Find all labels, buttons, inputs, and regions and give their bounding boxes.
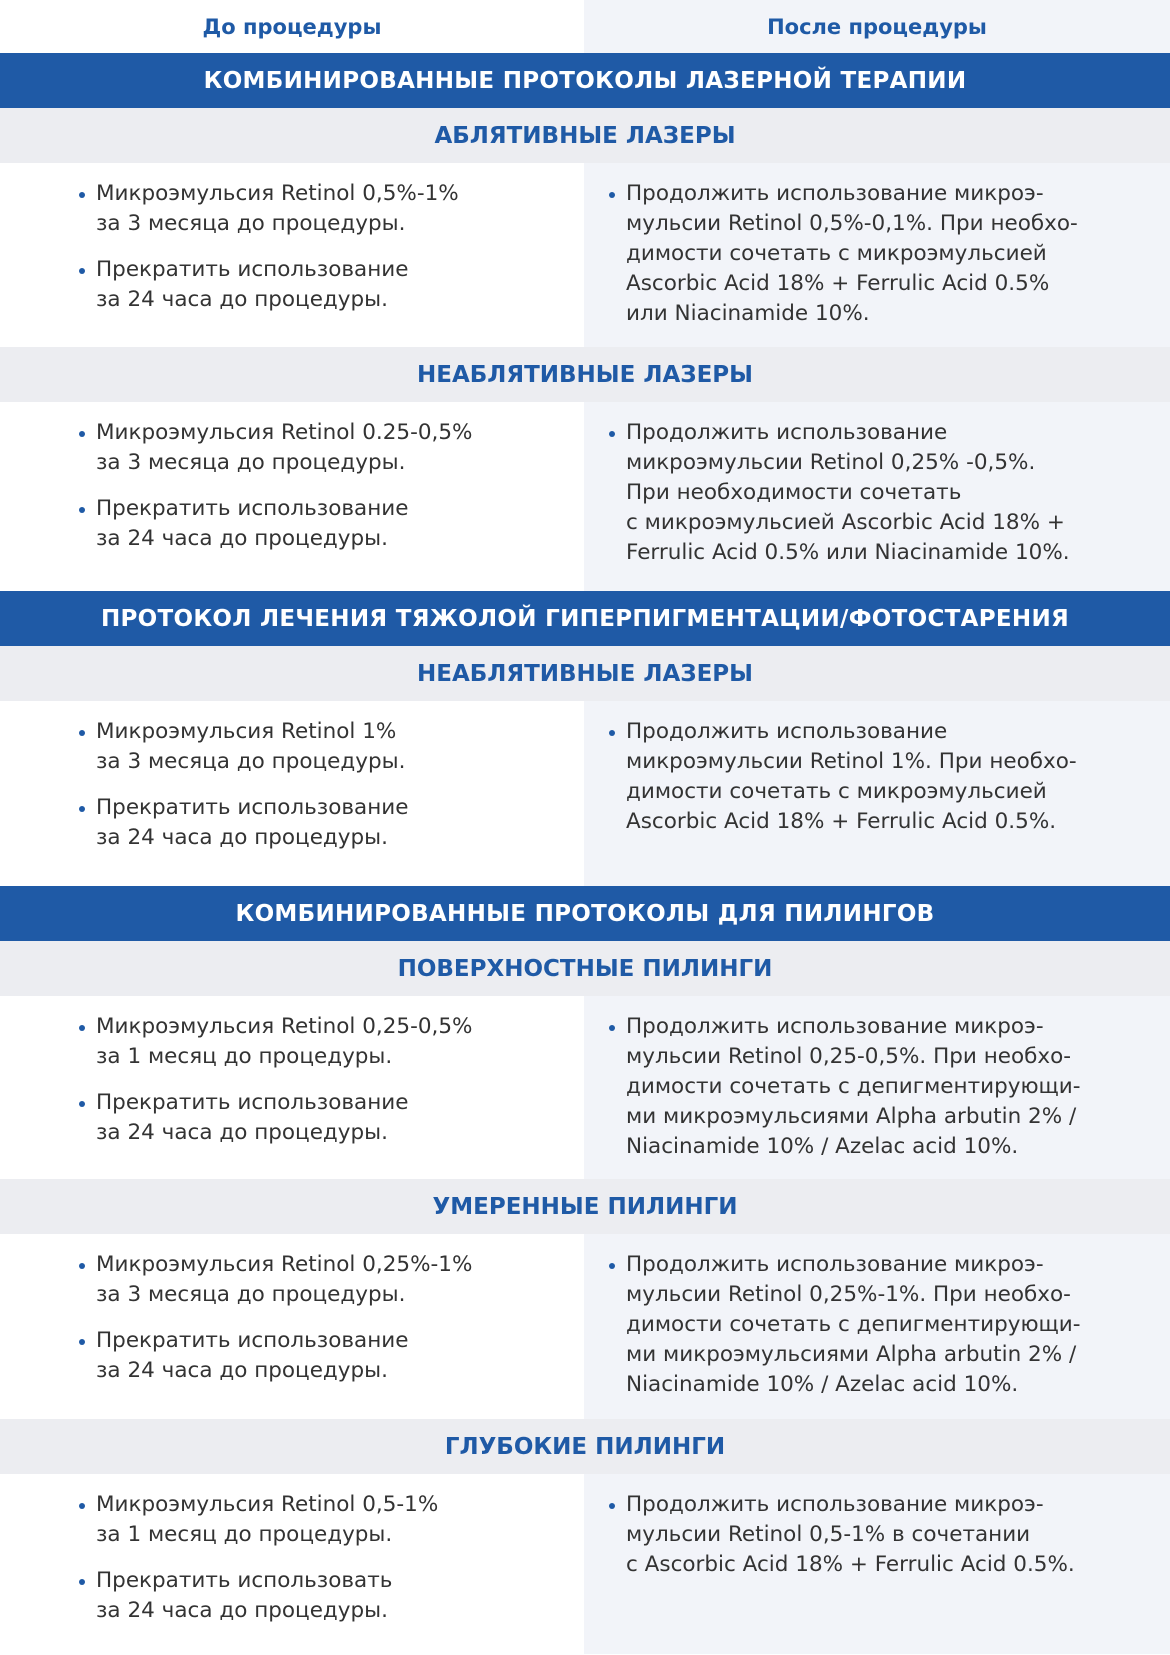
list-item-text: Прекратить использование за 24 часа до п… (96, 1090, 409, 1145)
after-procedure-list: Продолжить использование микроэ- мульсии… (584, 996, 1170, 1179)
list-item: Микроэмульсия Retinol 1% за 3 месяца до … (79, 717, 584, 777)
list-item-text: Прекратить использование за 24 часа до п… (96, 795, 409, 850)
protocol-row: Микроэмульсия Retinol 1% за 3 месяца до … (0, 701, 1170, 886)
list-item: Продолжить использование микроэ- мульсии… (609, 179, 1170, 329)
list-item-text: Микроэмульсия Retinol 1% за 3 месяца до … (96, 719, 406, 774)
list-item: Микроэмульсия Retinol 0,5-1% за 1 месяц … (79, 1490, 584, 1550)
bullet-icon (79, 1579, 85, 1585)
protocol-row: Микроэмульсия Retinol 0,5%-1% за 3 месяц… (0, 163, 1170, 347)
bullet-icon (79, 431, 85, 437)
bullet-icon (79, 730, 85, 736)
column-header-after: После процедуры (767, 14, 987, 39)
list-item: Прекратить использование за 24 часа до п… (79, 255, 584, 315)
after-column-background (584, 0, 1170, 1654)
list-item: Продолжить использование микроэмульсии R… (609, 717, 1170, 837)
list-item-text: Продолжить использование микроэ- мульсии… (626, 181, 1078, 326)
after-procedure-list: Продолжить использование микроэ- мульсии… (584, 163, 1170, 347)
protocol-row: Микроэмульсия Retinol 0,5-1% за 1 месяц … (0, 1474, 1170, 1655)
list-item-text: Микроэмульсия Retinol 0,5-1% за 1 месяц … (96, 1492, 439, 1547)
subsection-title: АБЛЯТИВНЫЕ ЛАЗЕРЫ (0, 108, 1170, 163)
list-item: Продолжить использование микроэмульсии R… (609, 418, 1170, 568)
subsection-title: НЕАБЛЯТИВНЫЕ ЛАЗЕРЫ (0, 347, 1170, 402)
list-item: Продолжить использование микроэ- мульсии… (609, 1490, 1170, 1580)
bullet-icon (79, 507, 85, 513)
column-header-before: До процедуры (202, 14, 382, 39)
list-item-text: Продолжить использование микроэ- мульсии… (626, 1492, 1075, 1577)
list-item-text: Продолжить использование микроэмульсии R… (626, 719, 1077, 834)
after-procedure-list: Продолжить использование микроэ- мульсии… (584, 1474, 1170, 1655)
list-item: Продолжить использование микроэ- мульсии… (609, 1250, 1170, 1400)
list-item: Прекратить использование за 24 часа до п… (79, 793, 584, 853)
bullet-icon (79, 806, 85, 812)
before-procedure-list: Микроэмульсия Retinol 0,5-1% за 1 месяц … (0, 1474, 584, 1655)
subsection-title: НЕАБЛЯТИВНЫЕ ЛАЗЕРЫ (0, 646, 1170, 701)
bullet-icon (79, 1339, 85, 1345)
list-item: Прекратить использование за 24 часа до п… (79, 1088, 584, 1148)
bullet-icon (609, 1503, 615, 1509)
section-title-band: КОМБИНИРОВАННЫЕ ПРОТОКОЛЫ ЛАЗЕРНОЙ ТЕРАП… (0, 53, 1170, 108)
list-item-text: Продолжить использование микроэ- мульсии… (626, 1252, 1081, 1397)
before-procedure-list: Микроэмульсия Retinol 0,5%-1% за 3 месяц… (0, 163, 584, 347)
subsection-title: УМЕРЕННЫЕ ПИЛИНГИ (0, 1179, 1170, 1234)
list-item-text: Прекратить использовать за 24 часа до пр… (96, 1568, 393, 1623)
list-item-text: Продолжить использование микроэ- мульсии… (626, 1014, 1081, 1159)
bullet-icon (609, 1263, 615, 1269)
list-item: Прекратить использовать за 24 часа до пр… (79, 1566, 584, 1626)
list-item: Микроэмульсия Retinol 0,5%-1% за 3 месяц… (79, 179, 584, 239)
section-title-band: ПРОТОКОЛ ЛЕЧЕНИЯ ТЯЖОЛОЙ ГИПЕРПИГМЕНТАЦИ… (0, 591, 1170, 646)
before-procedure-list: Микроэмульсия Retinol 1% за 3 месяца до … (0, 701, 584, 886)
bullet-icon (609, 730, 615, 736)
after-procedure-list: Продолжить использование микроэмульсии R… (584, 402, 1170, 591)
subsection-title: ГЛУБОКИЕ ПИЛИНГИ (0, 1419, 1170, 1474)
bullet-icon (609, 1025, 615, 1031)
bullet-icon (79, 1503, 85, 1509)
before-procedure-list: Микроэмульсия Retinol 0.25-0,5% за 3 мес… (0, 402, 584, 591)
list-item-text: Прекратить использование за 24 часа до п… (96, 257, 409, 312)
bullet-icon (79, 1263, 85, 1269)
after-procedure-list: Продолжить использование микроэмульсии R… (584, 701, 1170, 886)
list-item: Микроэмульсия Retinol 0.25-0,5% за 3 мес… (79, 418, 584, 478)
list-item: Прекратить использование за 24 часа до п… (79, 494, 584, 554)
before-procedure-list: Микроэмульсия Retinol 0,25-0,5% за 1 мес… (0, 996, 584, 1179)
list-item-text: Микроэмульсия Retinol 0.25-0,5% за 3 мес… (96, 420, 473, 475)
list-item: Микроэмульсия Retinol 0,25%-1% за 3 меся… (79, 1250, 584, 1310)
list-item: Микроэмульсия Retinol 0,25-0,5% за 1 мес… (79, 1012, 584, 1072)
bullet-icon (79, 1025, 85, 1031)
list-item: Продолжить использование микроэ- мульсии… (609, 1012, 1170, 1162)
bullet-icon (79, 192, 85, 198)
section-title-band: КОМБИНИРОВАННЫЕ ПРОТОКОЛЫ ДЛЯ ПИЛИНГОВ (0, 886, 1170, 941)
protocol-row: Микроэмульсия Retinol 0,25%-1% за 3 меся… (0, 1234, 1170, 1419)
after-procedure-list: Продолжить использование микроэ- мульсии… (584, 1234, 1170, 1419)
bullet-icon (79, 1101, 85, 1107)
bullet-icon (609, 192, 615, 198)
bullet-icon (79, 268, 85, 274)
list-item-text: Прекратить использование за 24 часа до п… (96, 496, 409, 551)
list-item-text: Прекратить использование за 24 часа до п… (96, 1328, 409, 1383)
protocol-table: КОМБИНИРОВАННЫЕ ПРОТОКОЛЫ ЛАЗЕРНОЙ ТЕРАП… (0, 53, 1170, 1655)
before-procedure-list: Микроэмульсия Retinol 0,25%-1% за 3 меся… (0, 1234, 584, 1419)
subsection-title: ПОВЕРХНОСТНЫЕ ПИЛИНГИ (0, 941, 1170, 996)
list-item: Прекратить использование за 24 часа до п… (79, 1326, 584, 1386)
list-item-text: Микроэмульсия Retinol 0,25-0,5% за 1 мес… (96, 1014, 473, 1069)
list-item-text: Микроэмульсия Retinol 0,25%-1% за 3 меся… (96, 1252, 473, 1307)
list-item-text: Микроэмульсия Retinol 0,5%-1% за 3 месяц… (96, 181, 459, 236)
protocol-row: Микроэмульсия Retinol 0.25-0,5% за 3 мес… (0, 402, 1170, 591)
list-item-text: Продолжить использование микроэмульсии R… (626, 420, 1070, 565)
bullet-icon (609, 431, 615, 437)
protocol-row: Микроэмульсия Retinol 0,25-0,5% за 1 мес… (0, 996, 1170, 1179)
